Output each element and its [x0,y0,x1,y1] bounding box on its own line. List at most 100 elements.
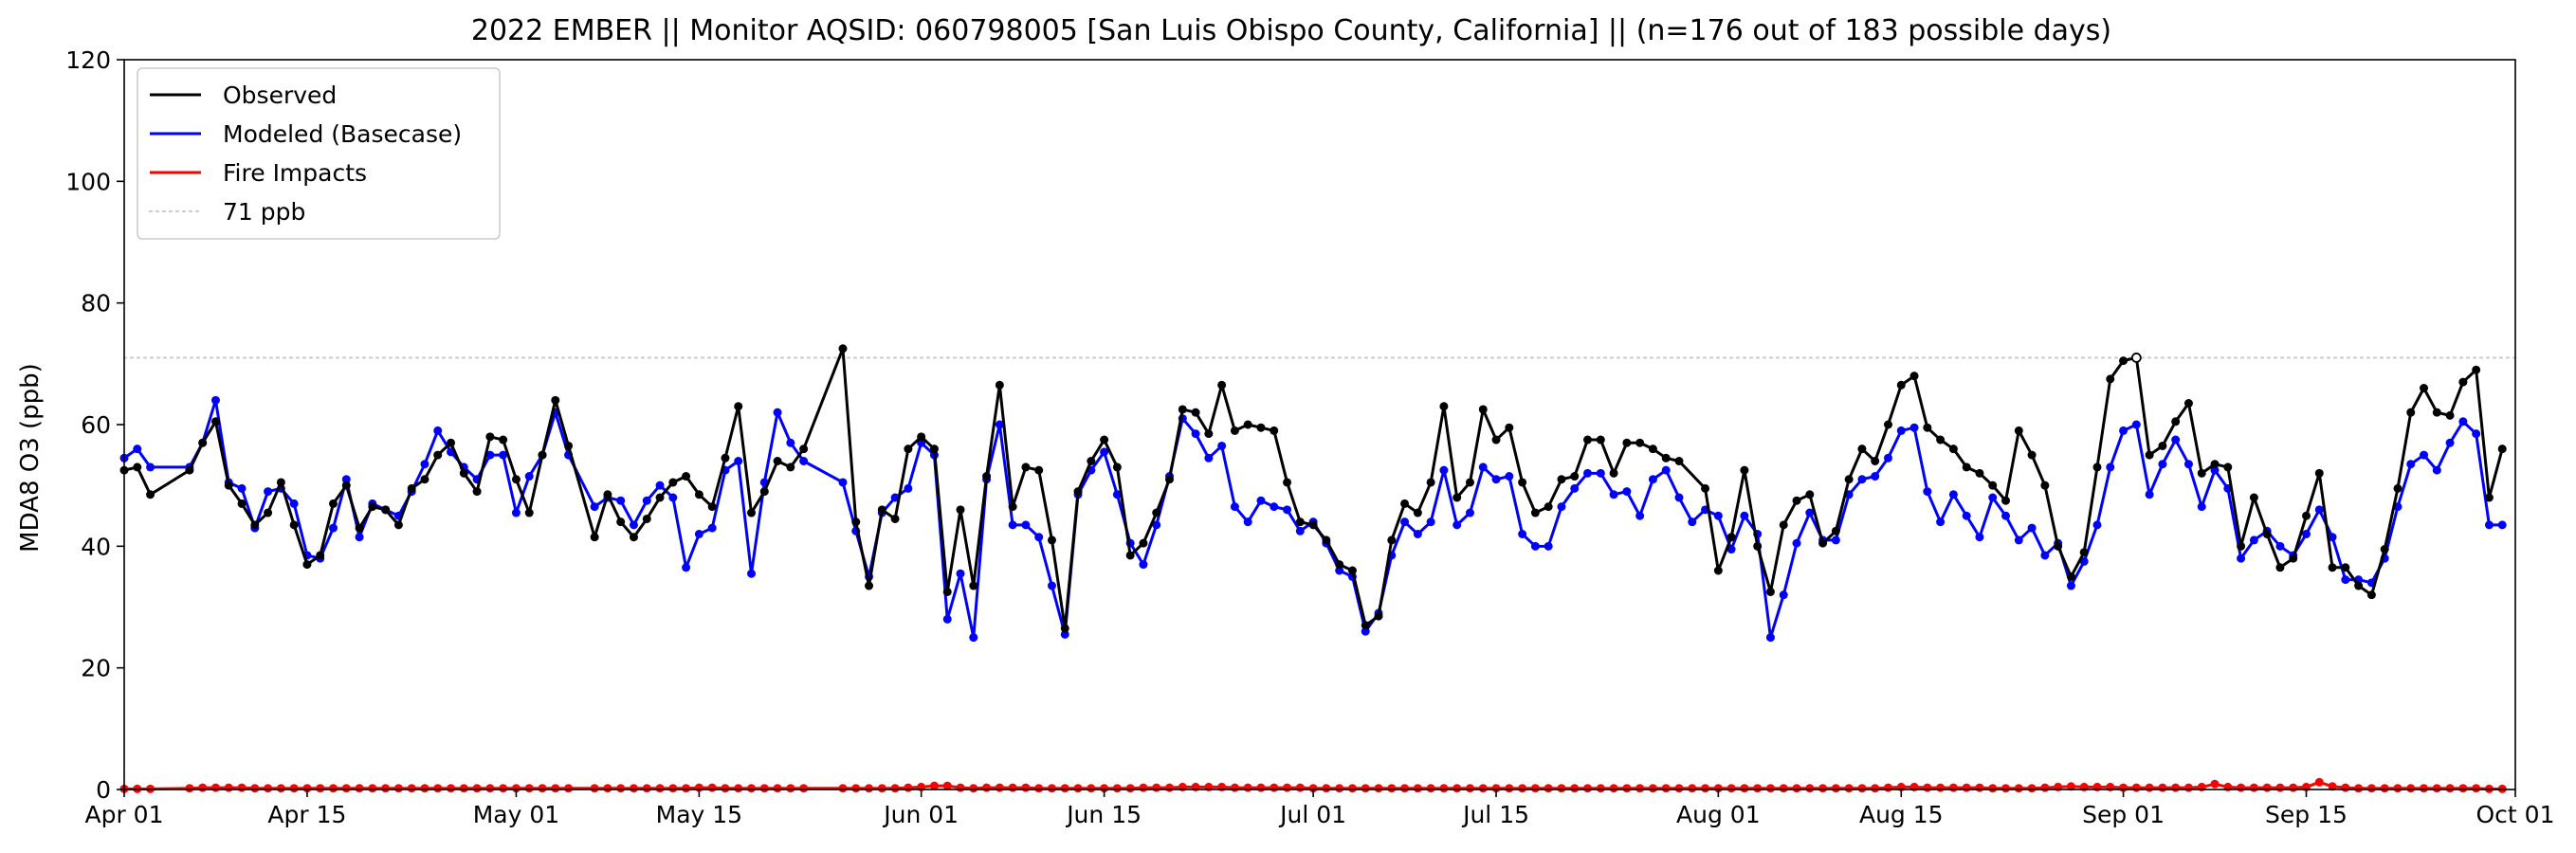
point-observed [969,581,978,590]
point-observed [2484,493,2494,502]
point-fire-impacts [1726,784,1736,793]
point-observed [1871,457,1880,465]
point-observed [524,508,534,517]
point-modeled-basecase [956,569,965,578]
point-modeled-basecase [1100,447,1109,457]
point-observed [1465,478,1474,487]
legend-box [137,67,501,240]
point-modeled-basecase [2092,520,2102,530]
point-observed [1818,538,1828,548]
point-modeled-basecase [1857,475,1867,484]
point-observed [237,499,247,508]
point-observed [1178,405,1187,414]
point-observed [1779,520,1788,530]
point-modeled-basecase [1426,517,1435,527]
point-modeled-basecase [1726,545,1736,554]
point-fire-impacts [1347,784,1357,793]
point-fire-impacts [1936,783,1946,792]
point-observed [1347,566,1357,575]
point-fire-impacts [551,784,560,793]
point-observed [420,475,429,484]
point-fire-impacts [851,784,861,793]
point-modeled-basecase [682,563,691,572]
point-observed [1988,481,1998,490]
point-modeled-basecase [1570,483,1580,493]
y-tick-label: 60 [81,411,111,439]
point-observed [2027,450,2037,460]
point-observed [1060,624,1069,633]
point-fire-impacts [2341,783,2350,792]
point-modeled-basecase [1439,465,1449,475]
point-fire-impacts [747,784,757,793]
point-observed [1805,490,1815,499]
point-fire-impacts [264,784,273,793]
point-observed [2197,468,2206,478]
point-observed [511,475,521,484]
point-modeled-basecase [2131,420,2141,429]
point-modeled-basecase [1243,517,1252,527]
point-modeled-basecase [1204,453,1214,463]
point-fire-impacts [1557,784,1566,793]
x-tick-label: Sep 01 [2082,801,2165,828]
point-modeled-basecase [773,408,782,417]
point-modeled-basecase [707,523,717,533]
point-modeled-basecase [2484,520,2494,530]
point-fire-impacts [433,784,443,793]
point-fire-impacts [1923,783,1932,792]
point-fire-impacts [877,784,886,793]
point-modeled-basecase [264,487,273,497]
point-observed [1726,533,1736,542]
point-modeled-basecase [1530,541,1540,551]
point-modeled-basecase [917,438,926,447]
x-tick-label: Aug 01 [1676,801,1761,828]
point-modeled-basecase [1948,490,1958,499]
x-tick-label: Jul 15 [1461,801,1529,828]
point-modeled-basecase [341,475,351,484]
point-modeled-basecase [2001,511,2011,520]
point-observed [982,472,992,481]
point-fire-impacts [368,784,377,793]
point-observed [2302,511,2311,520]
y-tick-label: 40 [81,533,111,560]
point-observed [2130,353,2142,363]
point-modeled-basecase [1505,472,1514,481]
point-fire-impacts [329,784,338,793]
point-fire-impacts [707,783,717,792]
point-modeled-basecase [838,478,848,487]
point-fire-impacts [1308,784,1318,793]
point-observed [2406,408,2416,417]
point-modeled-basecase [1740,511,1749,520]
point-modeled-basecase [904,483,913,493]
point-observed [2432,408,2441,417]
point-fire-impacts [1962,783,1971,792]
point-fire-impacts [982,783,992,792]
point-observed [2366,590,2376,600]
point-observed [956,505,965,515]
point-fire-impacts [904,783,913,792]
point-fire-impacts [485,784,495,793]
point-observed [668,478,678,487]
point-observed [2092,463,2102,472]
point-observed [146,490,155,499]
point-fire-impacts [1100,784,1109,793]
point-fire-impacts [1374,784,1383,793]
point-fire-impacts [1270,783,1279,792]
point-fire-impacts [2420,784,2429,793]
point-fire-impacts [1439,784,1449,793]
x-tick-label: Sep 15 [2265,801,2348,828]
point-modeled-basecase [1896,426,1906,435]
y-axis-label: MDA8 O3 (ppb) [16,363,45,553]
point-fire-impacts [1701,784,1710,793]
point-modeled-basecase [420,460,429,469]
y-tick-label: 0 [96,776,111,804]
point-observed [590,533,599,542]
point-fire-impacts [2380,784,2389,793]
point-fire-impacts [1322,784,1331,793]
point-fire-impacts [2237,783,2246,792]
point-modeled-basecase [237,483,247,493]
point-observed [2054,541,2063,551]
x-tick-label: Jun 15 [1065,801,1142,828]
point-fire-impacts [1230,783,1239,792]
point-modeled-basecase [1413,530,1422,538]
point-fire-impacts [420,784,429,793]
